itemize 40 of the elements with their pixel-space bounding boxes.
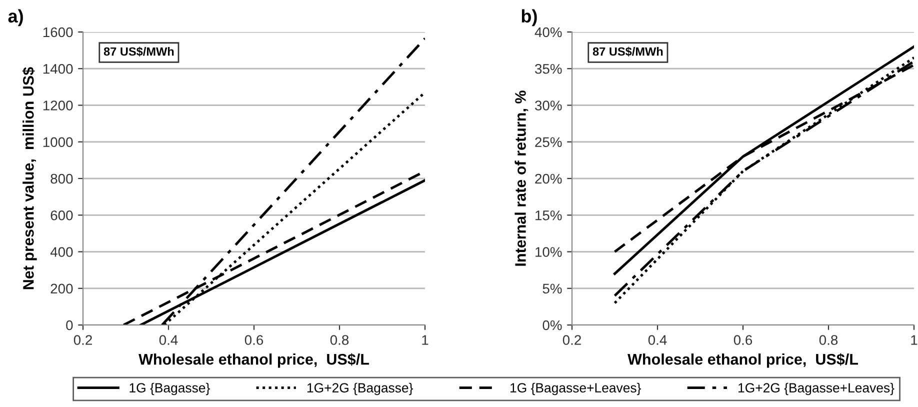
x-axis-title: Wholesale ethanol price, US$/L	[138, 353, 369, 368]
x-tick-label: 0.6	[734, 335, 752, 345]
y-tick-label: 200	[50, 284, 73, 294]
y-tick-label: 35%	[535, 64, 562, 74]
y-tick-label: 400	[50, 247, 73, 257]
annotation: 87 US$/MWh	[104, 46, 174, 56]
x-tick-label: 0.2	[74, 335, 92, 345]
legend-label: 1G {Bagasse}	[130, 382, 210, 396]
y-tick-label: 40%	[534, 27, 562, 38]
y-tick-label: 1000	[43, 137, 73, 148]
x-tick-label: 0.4	[648, 335, 667, 345]
x-tick-label: 0.2	[562, 335, 581, 345]
legend-label: 1G+2G {Bagasse}	[307, 382, 413, 396]
y-tick-label: 1200	[43, 100, 73, 110]
y-tick-label: 10%	[536, 247, 562, 257]
annotation: 87 US$/MWh	[592, 46, 663, 56]
y-tick-label: 600	[50, 210, 73, 220]
x-tick-label: 1	[422, 335, 428, 345]
y-tick-label: 1400	[43, 64, 73, 74]
x-tick-label: 0.6	[244, 335, 264, 345]
y-tick-label: 30%	[535, 100, 562, 110]
y-axis-title: Net present value, million US$	[22, 67, 37, 290]
y-tick-label: 25%	[535, 137, 562, 148]
y-tick-label: 800	[50, 174, 73, 184]
legend-label: 1G {Bagasse+Leaves}	[510, 382, 641, 396]
legend-label: 1G+2G {Bagasse+Leaves}	[738, 382, 894, 396]
y-axis-title: Internal rate of return, %	[514, 90, 528, 266]
y-tick-label: 0	[66, 320, 73, 330]
y-tick-label: 5%	[542, 284, 562, 294]
y-tick-label: 1600	[43, 27, 73, 38]
y-tick-label: 0%	[542, 320, 562, 330]
chart-title: b)	[522, 9, 537, 26]
x-tick-label: 0.8	[819, 335, 838, 345]
y-tick-label: 20%	[535, 174, 562, 184]
x-axis-title: Wholesale ethanol price, US$/L	[628, 353, 858, 368]
chart-title: a)	[8, 9, 23, 26]
x-tick-label: 1	[911, 335, 918, 345]
y-tick-label: 15%	[536, 210, 562, 220]
x-tick-label: 0.8	[330, 335, 349, 345]
x-tick-label: 0.4	[159, 335, 178, 345]
